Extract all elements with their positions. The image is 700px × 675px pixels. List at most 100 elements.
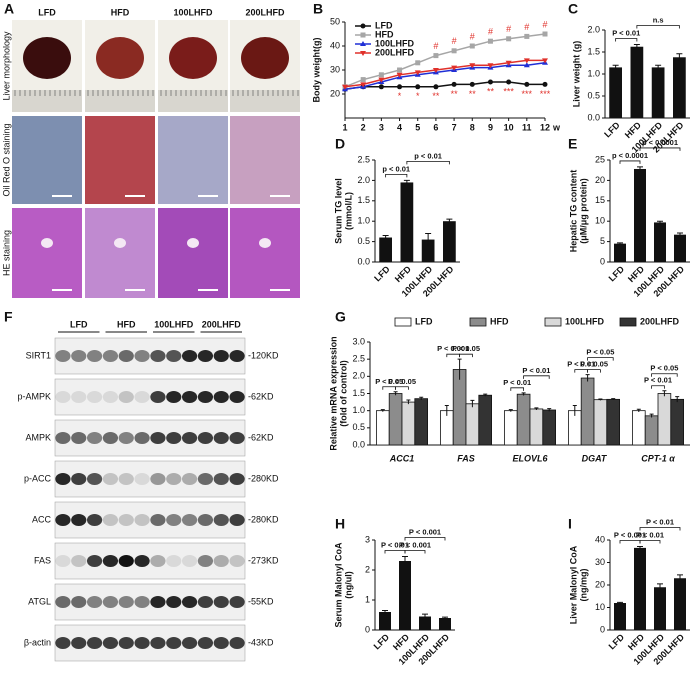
- p-value: P < 0.05: [388, 377, 416, 386]
- bar: [419, 616, 431, 630]
- p-value: P < 0.001: [409, 527, 441, 536]
- bracket: [384, 550, 406, 554]
- band: [86, 596, 103, 608]
- x-tick-label: CPT-1 α: [641, 453, 675, 463]
- x-tick-label: 8: [470, 122, 475, 132]
- x-tick-label: 5: [415, 122, 420, 132]
- y-tick-label: 15: [595, 195, 605, 205]
- band: [181, 637, 198, 649]
- marker: [451, 65, 458, 71]
- blot: [54, 542, 246, 580]
- marker: [414, 70, 421, 76]
- band: [134, 514, 150, 526]
- band: [166, 555, 182, 567]
- blot: [54, 501, 246, 539]
- size-label: -273KD: [248, 555, 279, 565]
- band: [181, 432, 198, 444]
- band: [197, 350, 214, 362]
- bar: [606, 398, 620, 446]
- y-tick-label: 2: [365, 564, 370, 574]
- band: [197, 596, 214, 608]
- bar: [614, 243, 626, 262]
- bar: [674, 234, 686, 262]
- bracket: [639, 540, 661, 544]
- p-value: p < 0.01: [414, 151, 442, 160]
- row-label: Liver morphology: [1, 31, 11, 101]
- error-bar: [547, 408, 552, 412]
- error-bar: [457, 358, 462, 380]
- bar: [452, 369, 467, 446]
- error-bar: [675, 396, 680, 403]
- bar: [614, 603, 626, 630]
- error-bar: [677, 574, 683, 582]
- bar: [465, 403, 480, 446]
- bar: [651, 67, 665, 118]
- size-label: -120KD: [248, 350, 279, 360]
- y-tick-label: 0.0: [587, 112, 600, 122]
- bracket: [574, 369, 588, 373]
- marker: [415, 84, 421, 90]
- band: [102, 596, 119, 608]
- error-bar: [657, 583, 663, 591]
- scale-bar: [125, 289, 145, 291]
- legend-label: 200LHFD: [375, 47, 415, 57]
- bracket: [587, 369, 601, 373]
- band: [118, 596, 134, 608]
- marker: [523, 58, 530, 64]
- y-tick-label: 1.5: [587, 46, 600, 56]
- p-value: P < 0.01: [503, 378, 531, 387]
- band: [118, 391, 134, 403]
- band: [197, 637, 214, 649]
- vessel: [187, 238, 199, 248]
- bracket: [406, 161, 450, 165]
- bracket: [382, 386, 396, 390]
- error-bar: [470, 399, 475, 408]
- legend-swatch: [394, 317, 412, 327]
- band: [213, 473, 229, 485]
- p-value: n.s: [653, 16, 664, 25]
- band: [71, 514, 87, 526]
- scale-bar: [52, 195, 72, 197]
- liver: [241, 37, 289, 79]
- marker: [505, 60, 512, 66]
- x-tick-label: ACC1: [389, 453, 415, 463]
- y-tick-label: 3: [365, 534, 370, 544]
- band: [181, 555, 198, 567]
- band: [118, 555, 134, 567]
- error-bar: [444, 405, 449, 416]
- y-tick-label: 0: [600, 624, 605, 634]
- significance-mark: *: [398, 91, 402, 101]
- band: [118, 350, 134, 362]
- band: [166, 514, 182, 526]
- band: [229, 432, 245, 444]
- marker: [487, 79, 493, 85]
- significance-mark: #: [433, 41, 438, 51]
- band: [102, 514, 119, 526]
- panel-label: E: [568, 136, 577, 152]
- x-tick-label: DGAT: [582, 453, 608, 463]
- significance-mark: **: [432, 91, 440, 101]
- column-label: 100LHFD: [173, 7, 213, 17]
- error-bar: [393, 391, 398, 396]
- legend-swatch: [619, 317, 637, 327]
- y-tick-label: 0: [365, 624, 370, 634]
- error-bar: [425, 232, 432, 246]
- significance-mark: #: [524, 22, 529, 32]
- band: [166, 432, 182, 444]
- marker: [506, 79, 512, 85]
- band: [229, 596, 245, 608]
- error-bar: [636, 408, 641, 413]
- x-tick-label: 7: [452, 122, 457, 132]
- band: [71, 432, 87, 444]
- band: [213, 432, 229, 444]
- marker: [506, 36, 512, 42]
- micrograph: [85, 208, 155, 298]
- error-bar: [611, 398, 616, 401]
- band: [134, 432, 150, 444]
- bar: [593, 399, 608, 446]
- band: [102, 391, 119, 403]
- micrograph: [158, 208, 228, 298]
- error-bar: [419, 396, 424, 401]
- band: [55, 555, 71, 567]
- y-tick-label: 0.5: [352, 422, 365, 432]
